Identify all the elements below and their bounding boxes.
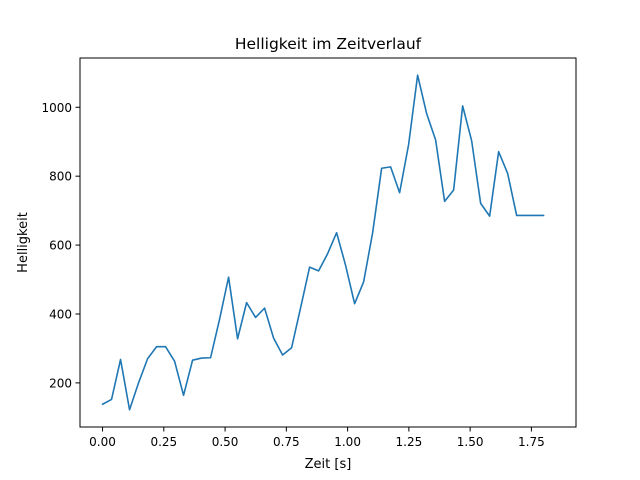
x-axis: 0.00 0.25 0.50 0.75 1.00 1.25 1.50 1.75	[89, 427, 545, 449]
plot-frame	[79, 57, 577, 428]
y-tick-label: 800	[49, 170, 72, 184]
x-tick-label: 0.75	[273, 435, 300, 449]
plot-background	[80, 58, 576, 427]
x-tick-label: 0.25	[150, 435, 177, 449]
series-line-0	[101, 74, 545, 411]
x-tick-label: 0.00	[89, 435, 116, 449]
x-tick-label: 0.50	[212, 435, 239, 449]
x-tick-label: 1.75	[518, 435, 545, 449]
x-tick-label: 1.50	[457, 435, 484, 449]
x-axis-label: Zeit [s]	[305, 457, 352, 472]
y-tick-label: 600	[49, 239, 72, 253]
y-axis-label: Helligkeit	[16, 212, 31, 273]
y-tick-label: 1000	[41, 101, 72, 115]
y-tick-label: 400	[49, 307, 72, 321]
x-tick-label: 1.00	[334, 435, 361, 449]
series-layer	[101, 74, 545, 411]
y-tick-label: 200	[49, 376, 72, 390]
chart-title: Helligkeit im Zeitverlauf	[235, 35, 422, 53]
y-axis: 200 400 600 800 1000	[41, 101, 80, 390]
x-tick-label: 1.25	[396, 435, 423, 449]
